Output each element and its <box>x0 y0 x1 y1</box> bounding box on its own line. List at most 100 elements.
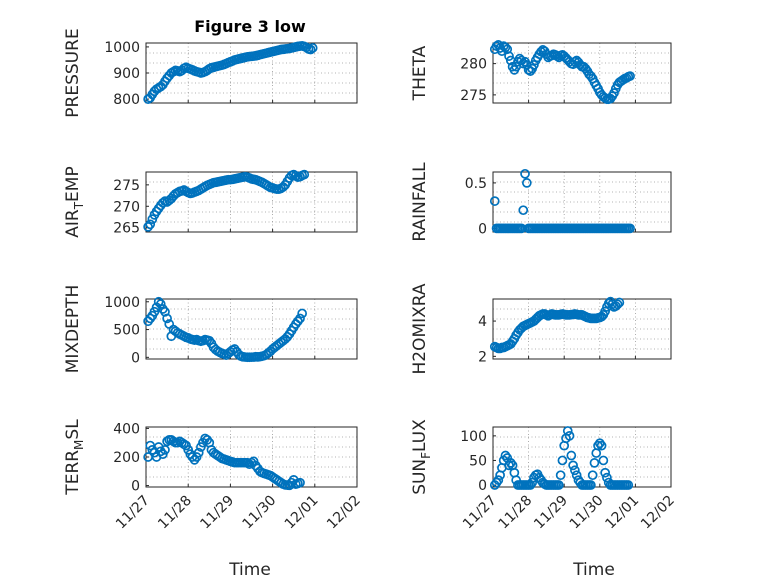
y-tick-label: 0 <box>478 221 487 237</box>
y-tick-label: 280 <box>460 57 487 73</box>
subplot-air_temp: 265 270 275 AIRTEMP <box>63 166 358 238</box>
x-tick-label: 12/02 <box>638 493 678 533</box>
data-point <box>587 470 598 481</box>
data-point <box>602 472 612 483</box>
data-point <box>566 450 577 461</box>
data-point <box>242 457 253 468</box>
data-point <box>143 222 153 232</box>
data-point <box>570 465 580 476</box>
y-tick-label: 400 <box>113 421 140 437</box>
data-point <box>557 455 568 466</box>
data-point <box>305 44 316 55</box>
axes-frame <box>492 298 672 360</box>
x-tick-label: 11/27 <box>460 493 500 533</box>
data-point <box>145 219 156 230</box>
data-point <box>500 450 511 461</box>
data-point <box>596 440 607 451</box>
axes-frame <box>492 42 672 104</box>
data-point <box>521 178 532 188</box>
subplot-terr_msl: 0 200 400 11/27 11/28 11/29 11/30 12/01 12/02 TER… <box>63 419 364 533</box>
data-point <box>612 299 623 310</box>
data-point <box>614 297 625 308</box>
y-axis-label: SUNFLUX <box>410 419 433 495</box>
y-tick-label: 275 <box>460 88 487 104</box>
data-point <box>518 205 529 216</box>
data-point <box>504 460 514 471</box>
plot-area <box>493 43 671 103</box>
data-point <box>568 460 578 471</box>
x-tick-label: 11/30 <box>240 493 280 533</box>
subplot-rainfall: 0 0.5 RAINFALL <box>410 162 672 242</box>
y-axis-label: RAINFALL <box>410 162 430 242</box>
y-tick-label: 270 <box>113 199 140 215</box>
data-point <box>600 306 610 317</box>
x-tick-label: 12/01 <box>282 493 322 533</box>
y-tick-label: 2 <box>478 349 487 365</box>
data-point <box>623 480 634 490</box>
y-tick-label: 800 <box>113 92 140 108</box>
data-point <box>500 42 511 53</box>
x-tick-label: 11/27 <box>113 493 153 533</box>
y-axis-label: H2OMIXRA <box>410 283 430 374</box>
figure-title: Figure 3 low <box>194 17 306 36</box>
data-point <box>571 470 582 481</box>
data-point <box>155 299 166 309</box>
y-tick-label: 0.5 <box>465 176 487 192</box>
data-point <box>516 223 527 234</box>
x-tick-label: 12/01 <box>602 493 642 533</box>
y-tick-label: 0 <box>131 350 140 366</box>
axes-frame <box>145 171 358 233</box>
data-point <box>598 455 609 466</box>
y-tick-label: 200 <box>113 450 140 466</box>
data-point <box>153 296 164 307</box>
data-point <box>307 43 318 53</box>
data-point <box>555 470 566 481</box>
data-point <box>552 51 562 61</box>
y-tick-label: 265 <box>113 221 140 237</box>
data-point <box>625 223 635 234</box>
data-point <box>505 458 516 468</box>
data-point <box>529 60 539 70</box>
data-point <box>160 445 170 455</box>
y-tick-label: 275 <box>113 178 140 194</box>
data-point <box>295 477 305 488</box>
data-point <box>491 477 502 488</box>
data-point <box>594 438 605 449</box>
data-point <box>589 458 600 468</box>
data-point <box>600 467 610 478</box>
x-tick-label: 12/02 <box>324 493 364 533</box>
subplot-h2omixra: 2 4 H2OMIXRA <box>410 283 672 375</box>
data-point <box>489 196 500 206</box>
data-point <box>527 477 538 488</box>
subplot-theta: 275 280 THETA <box>410 40 672 105</box>
x-tick-label: 11/28 <box>496 493 536 533</box>
x-tick-label: 11/29 <box>197 493 237 533</box>
data-point <box>593 440 603 451</box>
subplot-mixdepth: 0 500 1000 MIXDEPTH <box>63 285 358 374</box>
y-axis-label: PRESSURE <box>63 28 83 117</box>
y-axis-label: THETA <box>410 45 430 101</box>
y-axis-label: MIXDEPTH <box>63 285 83 374</box>
subplot-pressure: 800 900 1000 PRESSURE <box>63 28 358 118</box>
data-point <box>297 308 307 319</box>
data-point <box>564 431 575 441</box>
data-point <box>162 313 172 324</box>
data-point <box>554 480 564 490</box>
y-tick-label: 1000 <box>104 295 140 311</box>
y-axis-label: TERRMSL <box>63 419 86 496</box>
y-tick-label: 0 <box>131 479 140 495</box>
data-point <box>562 426 573 436</box>
data-point <box>295 313 305 324</box>
x-tick-label: 11/28 <box>155 493 195 533</box>
y-tick-label: 1000 <box>104 40 140 56</box>
y-axis-label: AIRTEMP <box>63 166 86 237</box>
y-tick-label: 100 <box>460 429 487 445</box>
data-point <box>193 447 204 458</box>
x-tick-label: 11/30 <box>567 493 607 533</box>
data-point <box>504 51 514 61</box>
data-point <box>536 46 546 57</box>
x-tick-label: 11/29 <box>531 493 571 533</box>
y-tick-label: 4 <box>478 314 487 330</box>
